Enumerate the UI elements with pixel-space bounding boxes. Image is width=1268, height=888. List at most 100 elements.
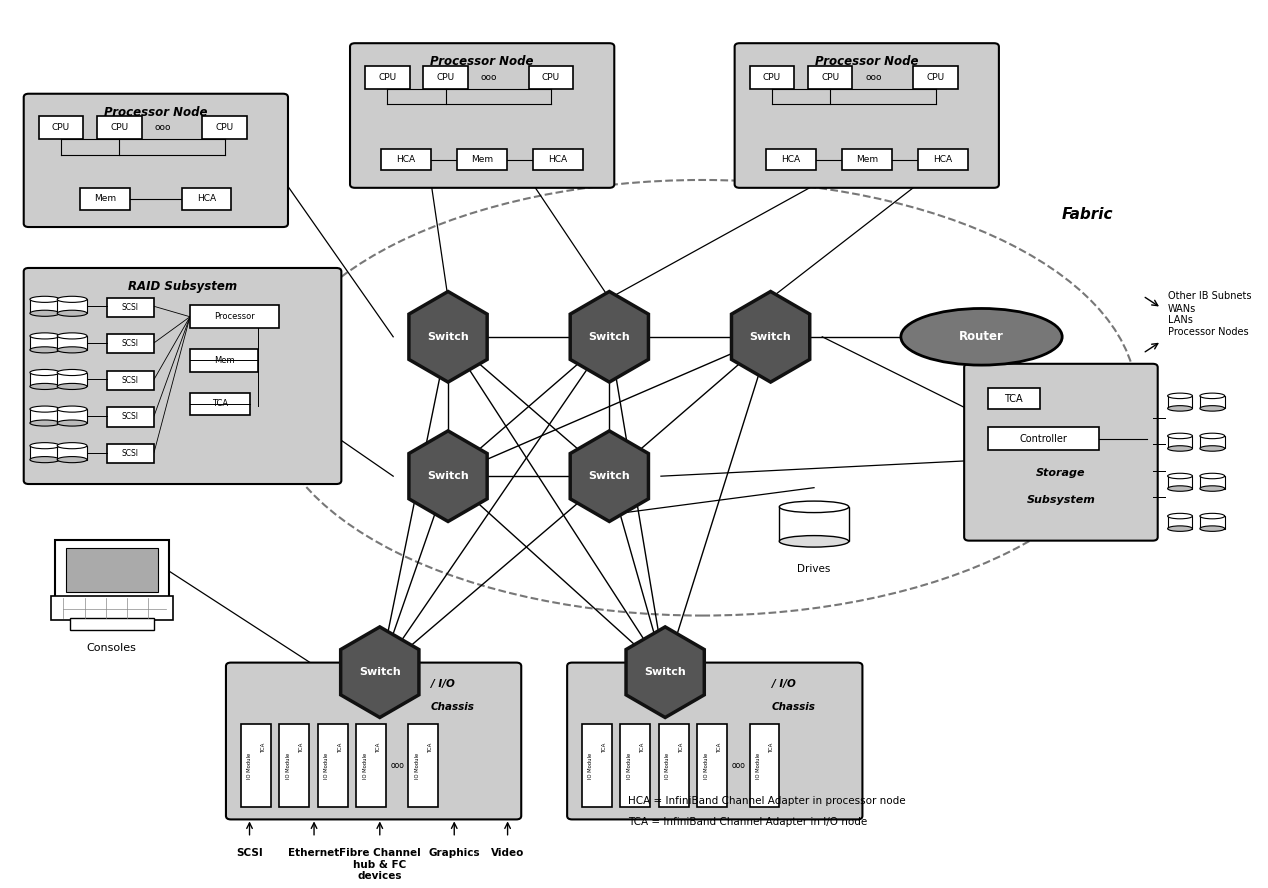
- FancyBboxPatch shape: [365, 66, 410, 89]
- Ellipse shape: [1200, 526, 1225, 531]
- Bar: [1168, 516, 1192, 528]
- Text: Mem: Mem: [214, 356, 235, 365]
- Text: TCA: TCA: [770, 742, 775, 753]
- Bar: [1200, 396, 1225, 408]
- Bar: [30, 446, 60, 460]
- Ellipse shape: [1168, 486, 1192, 491]
- Ellipse shape: [30, 333, 60, 339]
- Bar: [30, 299, 60, 313]
- FancyBboxPatch shape: [24, 268, 341, 484]
- Text: Storage: Storage: [1036, 468, 1085, 478]
- Text: IO Module: IO Module: [415, 753, 420, 779]
- Ellipse shape: [780, 501, 848, 512]
- Ellipse shape: [780, 535, 848, 547]
- Ellipse shape: [30, 384, 60, 390]
- Bar: [1200, 516, 1225, 528]
- Text: ooo: ooo: [391, 761, 404, 770]
- FancyBboxPatch shape: [181, 188, 231, 210]
- Polygon shape: [408, 431, 487, 521]
- Text: CPU: CPU: [822, 73, 839, 82]
- Ellipse shape: [1200, 433, 1225, 439]
- Ellipse shape: [30, 456, 60, 463]
- Text: / I/O: / I/O: [772, 679, 796, 689]
- Text: Processor Nodes: Processor Nodes: [1168, 327, 1248, 337]
- Ellipse shape: [1200, 446, 1225, 451]
- Text: Fabric: Fabric: [1061, 207, 1113, 222]
- Polygon shape: [341, 627, 418, 718]
- Ellipse shape: [1168, 433, 1192, 439]
- Ellipse shape: [57, 297, 87, 303]
- Ellipse shape: [900, 308, 1063, 365]
- Text: TCA: TCA: [299, 742, 304, 753]
- Text: SCSI: SCSI: [122, 339, 139, 348]
- Bar: [57, 372, 87, 386]
- FancyBboxPatch shape: [279, 725, 309, 807]
- FancyBboxPatch shape: [534, 148, 583, 170]
- FancyBboxPatch shape: [913, 66, 957, 89]
- Text: Switch: Switch: [588, 332, 630, 342]
- Text: CPU: CPU: [378, 73, 397, 82]
- Ellipse shape: [1200, 406, 1225, 411]
- Bar: [57, 336, 87, 350]
- FancyBboxPatch shape: [749, 725, 780, 807]
- Text: HCA: HCA: [549, 155, 568, 164]
- Text: Drives: Drives: [798, 565, 831, 575]
- Text: Processor: Processor: [214, 313, 255, 321]
- Text: IO Module: IO Module: [756, 753, 761, 779]
- Ellipse shape: [30, 297, 60, 303]
- Text: WANs: WANs: [1168, 304, 1196, 314]
- Text: HCA: HCA: [933, 155, 952, 164]
- Ellipse shape: [1168, 473, 1192, 479]
- FancyBboxPatch shape: [38, 116, 84, 139]
- Text: TCA: TCA: [718, 742, 723, 753]
- FancyBboxPatch shape: [96, 116, 142, 139]
- Text: Graphics: Graphics: [429, 848, 481, 858]
- FancyBboxPatch shape: [766, 148, 815, 170]
- Ellipse shape: [30, 420, 60, 426]
- FancyBboxPatch shape: [582, 725, 611, 807]
- Text: Mem: Mem: [472, 155, 493, 164]
- Ellipse shape: [1168, 513, 1192, 519]
- Text: ooo: ooo: [865, 73, 881, 82]
- FancyBboxPatch shape: [567, 662, 862, 820]
- Bar: [1168, 436, 1192, 448]
- FancyBboxPatch shape: [842, 148, 891, 170]
- Text: IO Module: IO Module: [704, 753, 709, 779]
- FancyBboxPatch shape: [80, 188, 131, 210]
- Text: SCSI: SCSI: [122, 412, 139, 422]
- Text: Switch: Switch: [359, 667, 401, 678]
- FancyBboxPatch shape: [107, 371, 153, 390]
- Text: Mem: Mem: [94, 194, 117, 203]
- Polygon shape: [732, 291, 810, 382]
- FancyBboxPatch shape: [659, 725, 689, 807]
- Polygon shape: [571, 431, 648, 521]
- Text: RAID Subsystem: RAID Subsystem: [128, 280, 237, 293]
- FancyBboxPatch shape: [190, 305, 279, 328]
- FancyBboxPatch shape: [24, 94, 288, 227]
- Ellipse shape: [1168, 406, 1192, 411]
- Text: TCA: TCA: [678, 742, 683, 753]
- Text: TCA: TCA: [640, 742, 645, 753]
- Text: CPU: CPU: [436, 73, 455, 82]
- Text: IO Module: IO Module: [247, 753, 252, 779]
- Text: SCSI: SCSI: [122, 303, 139, 312]
- Ellipse shape: [57, 384, 87, 390]
- Text: HCA = InfiniBand Channel Adapter in processor node: HCA = InfiniBand Channel Adapter in proc…: [628, 797, 905, 806]
- Text: TCA: TCA: [602, 742, 607, 753]
- FancyBboxPatch shape: [51, 596, 172, 620]
- Text: ooo: ooo: [732, 761, 746, 770]
- FancyBboxPatch shape: [458, 148, 507, 170]
- Bar: [57, 446, 87, 460]
- FancyBboxPatch shape: [107, 334, 153, 353]
- FancyBboxPatch shape: [988, 388, 1040, 409]
- Ellipse shape: [1168, 393, 1192, 399]
- Bar: [1200, 476, 1225, 488]
- FancyBboxPatch shape: [318, 725, 347, 807]
- Text: Chassis: Chassis: [772, 702, 815, 711]
- Polygon shape: [626, 627, 704, 718]
- Text: Fibre Channel
hub & FC
devices: Fibre Channel hub & FC devices: [339, 848, 421, 882]
- Text: Subsystem: Subsystem: [1027, 495, 1096, 504]
- Text: CPU: CPU: [763, 73, 781, 82]
- Text: SCSI: SCSI: [122, 449, 139, 458]
- Ellipse shape: [1168, 526, 1192, 531]
